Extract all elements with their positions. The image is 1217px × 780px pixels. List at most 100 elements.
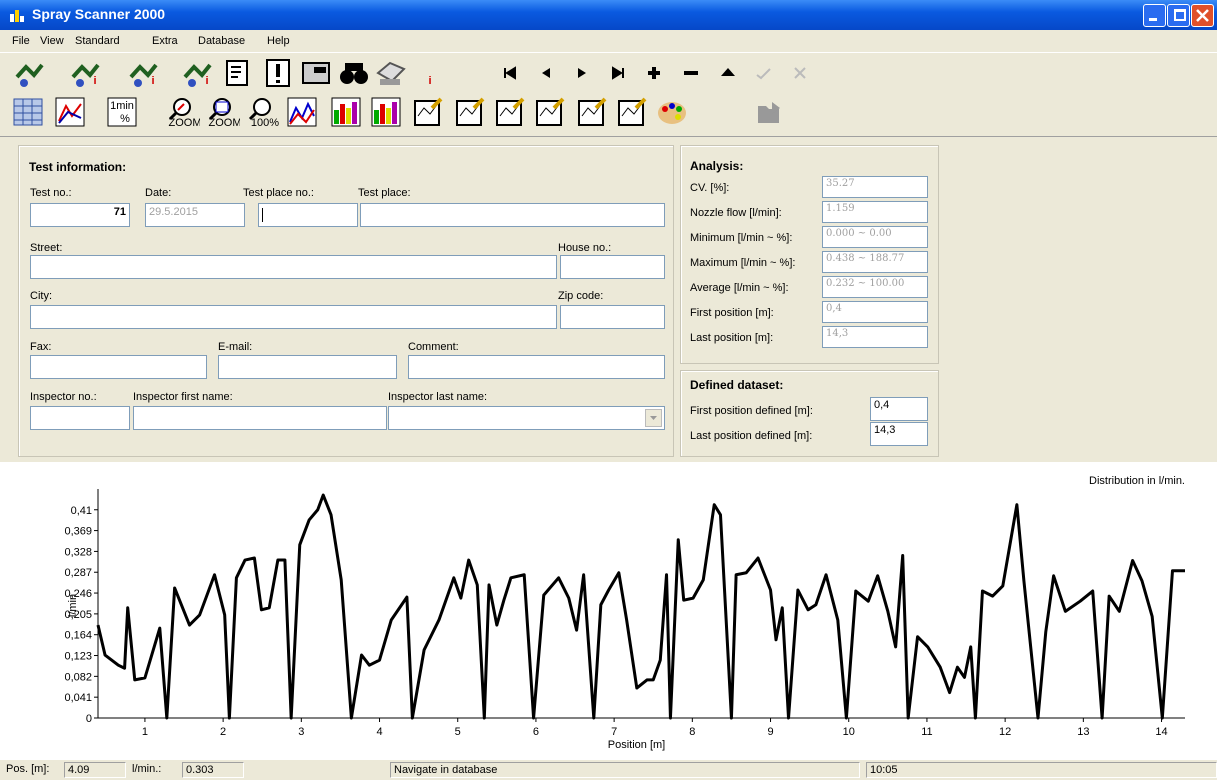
text-field[interactable] <box>218 355 397 379</box>
x-tick-label: 10 <box>843 726 855 738</box>
y-tick-label: 0,123 <box>64 651 92 663</box>
test-information-panel <box>18 145 674 457</box>
field-label: Nozzle flow [l/min]: <box>690 207 782 219</box>
x-axis-label: Position [m] <box>608 739 665 751</box>
toolbar-button[interactable] <box>638 57 670 89</box>
text-field[interactable] <box>30 406 130 430</box>
menu-item[interactable]: File <box>12 35 30 47</box>
toolbar-button[interactable] <box>566 57 598 89</box>
toolbar-button[interactable] <box>222 57 254 89</box>
toolbar-button[interactable] <box>752 96 784 128</box>
toolbar-button[interactable] <box>338 57 370 89</box>
toolbar-button[interactable] <box>300 57 332 89</box>
title-bar: Spray Scanner 2000 <box>0 0 1217 30</box>
toolbar-button[interactable] <box>454 96 486 128</box>
field-label: First position defined [m]: <box>690 405 813 417</box>
x-tick-label: 11 <box>921 726 932 738</box>
toolbar-button[interactable]: 1min% <box>106 96 138 128</box>
text-field[interactable]: 29.5.2015 <box>145 203 245 227</box>
x-tick-label: 2 <box>220 726 226 738</box>
text-field[interactable] <box>408 355 665 379</box>
text-field[interactable] <box>360 203 665 227</box>
text-field[interactable]: 0,4 <box>870 397 928 421</box>
text-field[interactable] <box>30 255 557 279</box>
field-value: 71 <box>113 206 126 218</box>
status-bar: Pos. [m]: 4.09 l/min.: 0.303 Navigate in… <box>0 760 1217 780</box>
toolbar-button[interactable] <box>494 96 526 128</box>
x-tick-label: 14 <box>1155 726 1167 738</box>
minimize-button[interactable] <box>1143 4 1166 27</box>
field-label: Last position [m]: <box>690 332 774 344</box>
toolbar-button[interactable] <box>530 57 562 89</box>
y-tick-label: 0,205 <box>64 609 92 621</box>
field-label: Maximum [l/min ~ %]: <box>690 257 796 269</box>
field-label: Test no.: <box>30 187 72 199</box>
toolbar-button[interactable] <box>656 96 688 128</box>
close-button[interactable] <box>1191 4 1214 27</box>
toolbar-button[interactable] <box>602 57 634 89</box>
text-field[interactable] <box>388 406 665 430</box>
menu-item[interactable]: Database <box>198 35 246 47</box>
toolbar-button[interactable]: i <box>128 57 160 89</box>
section-heading: Defined dataset: <box>690 378 784 392</box>
toolbar-button[interactable] <box>616 96 648 128</box>
icon-label: 100% <box>251 117 279 128</box>
x-tick-label: 7 <box>611 726 617 738</box>
field-label: Date: <box>145 187 172 199</box>
text-field[interactable] <box>30 305 557 329</box>
toolbar-button[interactable]: 100% <box>248 96 280 128</box>
x-tick-label: 1 <box>142 726 148 738</box>
field-label: E-mail: <box>218 341 253 353</box>
text-field[interactable] <box>560 255 665 279</box>
restore-button[interactable] <box>1167 4 1190 27</box>
toolbar-button[interactable] <box>262 57 294 89</box>
status-value: 4.09 <box>64 762 126 778</box>
toolbar-button[interactable] <box>14 57 46 89</box>
dropdown-button[interactable] <box>645 409 662 427</box>
toolbar-button[interactable] <box>576 96 608 128</box>
y-tick-label: 0,41 <box>71 505 92 517</box>
toolbar-button[interactable] <box>748 57 780 89</box>
toolbar-button[interactable] <box>54 96 86 128</box>
toolbar-button[interactable] <box>675 57 707 89</box>
readonly-field: 0.000 ~ 0.00 <box>822 226 928 248</box>
toolbar-button[interactable] <box>494 57 526 89</box>
text-field[interactable] <box>560 305 665 329</box>
x-tick-label: 12 <box>999 726 1011 738</box>
toolbar-button[interactable]: i <box>182 57 214 89</box>
defined-dataset-panel <box>680 370 939 457</box>
readonly-field: 1.159 <box>822 201 928 223</box>
text-field[interactable] <box>258 203 358 227</box>
toolbar-button[interactable] <box>712 57 744 89</box>
menu-bar: File View Standard Extra Database Help <box>0 30 1217 52</box>
y-tick-label: 0,369 <box>64 526 92 538</box>
toolbar-button[interactable] <box>374 57 406 89</box>
text-field[interactable]: 71 <box>30 203 130 227</box>
text-cursor <box>262 208 263 222</box>
toolbar-button[interactable]: i <box>70 57 102 89</box>
toolbar-button[interactable] <box>534 96 566 128</box>
window-title: Spray Scanner 2000 <box>32 6 166 22</box>
toolbar-button[interactable] <box>784 57 816 89</box>
toolbar-button[interactable] <box>12 96 44 128</box>
icon-label: 1min <box>110 100 134 112</box>
menu-item[interactable]: Extra <box>152 35 178 47</box>
readonly-field: 0.232 ~ 100.00 <box>822 276 928 298</box>
text-field[interactable]: 14,3 <box>870 422 928 446</box>
toolbar-button[interactable] <box>412 96 444 128</box>
text-field[interactable] <box>30 355 207 379</box>
toolbar-button[interactable]: ZOOM <box>168 96 200 128</box>
toolbar-button[interactable]: ZOOM <box>208 96 240 128</box>
menu-item[interactable]: Standard <box>75 35 120 47</box>
menu-item[interactable]: View <box>40 35 64 47</box>
readonly-field: 0.438 ~ 188.77 <box>822 251 928 273</box>
toolbar-button[interactable] <box>330 96 362 128</box>
toolbar-button[interactable]: i <box>414 57 446 89</box>
menu-item[interactable]: Help <box>267 35 290 47</box>
field-label: Test place: <box>358 187 411 199</box>
toolbar-button[interactable] <box>286 96 318 128</box>
text-field[interactable] <box>133 406 387 430</box>
field-label: Average [l/min ~ %]: <box>690 282 789 294</box>
toolbar-button[interactable] <box>370 96 402 128</box>
